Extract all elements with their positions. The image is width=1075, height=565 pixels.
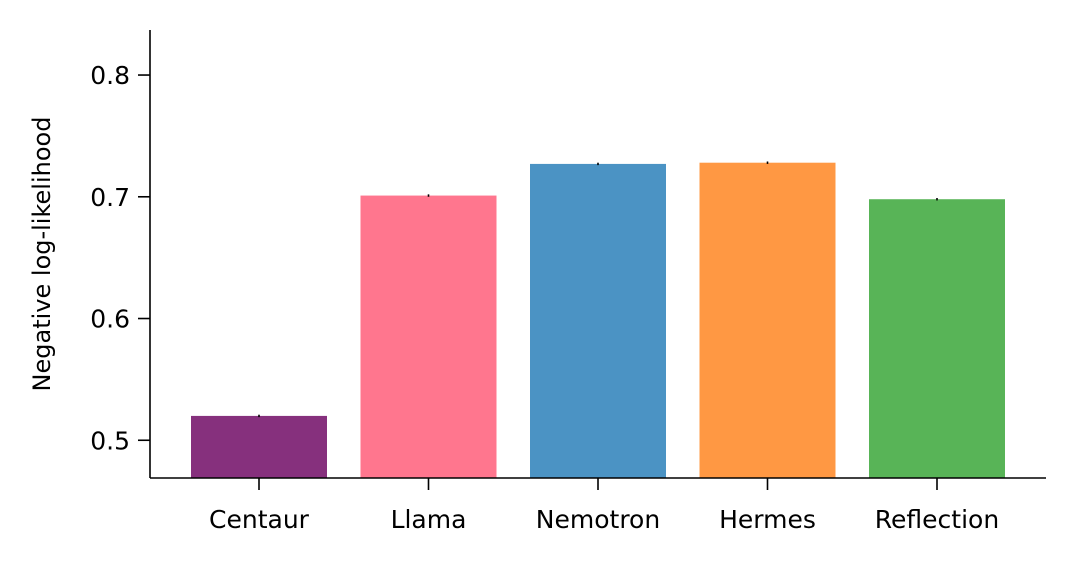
error-bars-group bbox=[258, 161, 938, 418]
y-axis-label: Negative log-likelihood bbox=[28, 117, 56, 392]
y-tick-label: 0.7 bbox=[90, 183, 130, 212]
bar-llama bbox=[360, 195, 497, 478]
y-tick-label: 0.6 bbox=[90, 305, 130, 334]
x-tick-label-hermes: Hermes bbox=[719, 505, 816, 534]
y-tick-label: 0.8 bbox=[90, 61, 130, 90]
bar-hermes bbox=[699, 162, 836, 478]
bar-centaur bbox=[191, 415, 327, 478]
bars-group bbox=[191, 162, 1005, 479]
x-tick-label-centaur: Centaur bbox=[209, 505, 310, 534]
x-tick-label-llama: Llama bbox=[391, 505, 467, 534]
y-ticks-group: 0.5 0.6 0.7 0.8 bbox=[90, 61, 150, 455]
bar-nemotron bbox=[530, 163, 666, 479]
x-tick-label-nemotron: Nemotron bbox=[536, 505, 660, 534]
x-ticks-group: Centaur Llama Nemotron Hermes Reflection bbox=[209, 478, 999, 534]
y-tick-label: 0.5 bbox=[90, 426, 130, 455]
bar-reflection bbox=[869, 199, 1005, 478]
x-tick-label-reflection: Reflection bbox=[875, 505, 999, 534]
